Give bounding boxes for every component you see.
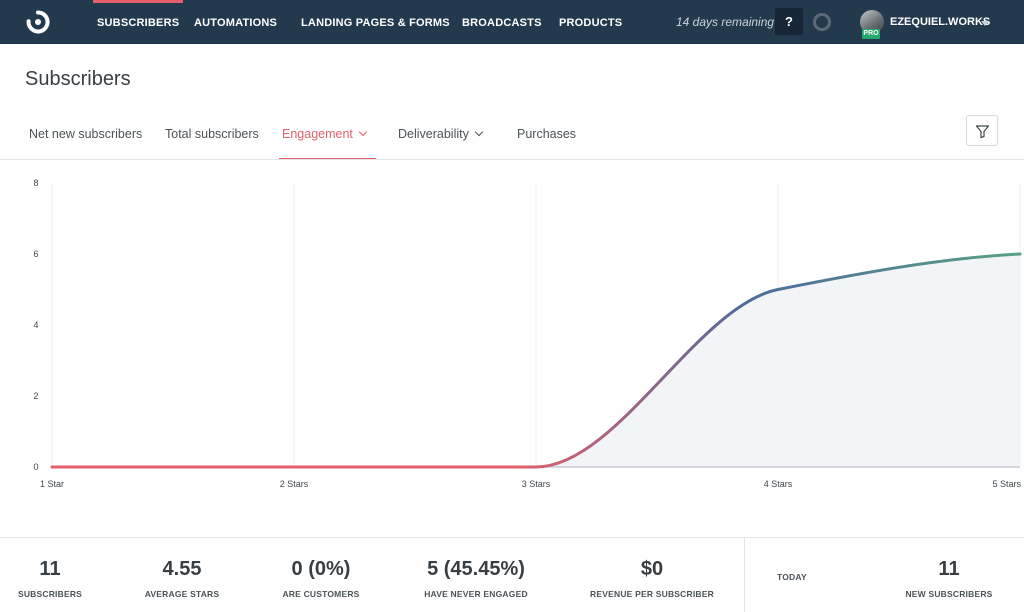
chart-data-point[interactable]	[291, 464, 297, 470]
top-navigation-bar: SUBSCRIBERS AUTOMATIONS LANDING PAGES & …	[0, 0, 1024, 44]
chart-data-point[interactable]	[1017, 251, 1023, 257]
nav-item-landing-pages-forms[interactable]: LANDING PAGES & FORMS	[301, 17, 450, 29]
tab-total-subscribers[interactable]: Total subscribers	[165, 124, 259, 160]
page-title: Subscribers	[25, 68, 131, 90]
chart-data-point[interactable]	[775, 287, 781, 293]
tab-label: Net new subscribers	[29, 127, 143, 141]
today-new-subscribers-value: 11	[938, 558, 960, 580]
tab-label: Deliverability	[398, 127, 469, 141]
tab-net-new-subscribers[interactable]: Net new subscribers	[29, 124, 142, 160]
convertkit-logo-icon[interactable]	[24, 9, 52, 35]
filter-icon	[975, 125, 990, 139]
y-tick-label: 0	[33, 462, 38, 472]
trial-remaining-text[interactable]: 14 days remaining	[676, 15, 775, 29]
y-tick-label: 6	[33, 249, 38, 259]
today-label: TODAY	[777, 572, 807, 582]
x-tick-label: 3 Stars	[522, 479, 551, 489]
chart-area-fill	[52, 254, 1020, 467]
tabs-divider	[0, 159, 1024, 160]
x-tick-label: 1 Star	[40, 479, 64, 489]
chart-series-line	[50, 252, 1022, 469]
stat-average-stars-label: AVERAGE STARS	[144, 589, 220, 599]
tab-label: Engagement	[282, 127, 353, 141]
x-tick-label: 2 Stars	[280, 479, 309, 489]
x-tick-label: 4 Stars	[764, 479, 793, 489]
y-tick-label: 8	[33, 178, 38, 188]
tab-label: Purchases	[517, 127, 577, 141]
stat-revenue-label: REVENUE PER SUBSCRIBER	[590, 589, 714, 599]
help-button[interactable]: ?	[775, 8, 803, 35]
stats-vertical-divider	[744, 538, 745, 612]
nav-item-broadcasts[interactable]: BROADCASTS	[462, 17, 542, 29]
tab-purchases[interactable]: Purchases	[517, 124, 576, 160]
nav-item-subscribers[interactable]: SUBSCRIBERS	[92, 0, 184, 44]
chevron-down-icon	[358, 127, 368, 137]
stat-subscribers-value: 11	[39, 558, 61, 580]
stat-customers-value: 0 (0%)	[291, 558, 351, 580]
loading-ring-icon[interactable]	[813, 13, 831, 31]
stat-average-stars-value: 4.55	[162, 558, 202, 580]
tab-engagement[interactable]: Engagement	[279, 124, 376, 160]
nav-item-automations[interactable]: AUTOMATIONS	[194, 17, 278, 29]
tab-deliverability[interactable]: Deliverability	[398, 124, 484, 160]
tab-label: Total subscribers	[165, 127, 259, 141]
stat-never-engaged-label: HAVE NEVER ENGAGED	[424, 589, 528, 599]
engagement-chart: 0 2 4 6 8 1 Star 2 Stars 3 Stars 4 Stars 5 Stars	[33, 178, 1023, 489]
chevron-down-icon[interactable]	[981, 21, 989, 26]
chart-data-point[interactable]	[533, 464, 539, 470]
filter-button[interactable]	[966, 115, 998, 146]
account-username[interactable]: EZEQUIEL.WORKS	[890, 16, 991, 28]
stats-divider	[0, 537, 1024, 538]
stat-revenue-value: $0	[640, 558, 664, 580]
y-tick-label: 2	[33, 391, 38, 401]
y-tick-label: 4	[33, 320, 38, 330]
today-new-subscribers-label: NEW SUBSCRIBERS	[905, 589, 993, 599]
pro-badge: PRO	[862, 29, 880, 39]
stat-customers-label: ARE CUSTOMERS	[282, 589, 360, 599]
stat-subscribers-label: SUBSCRIBERS	[17, 589, 83, 599]
chevron-down-icon	[474, 127, 484, 137]
stat-never-engaged-value: 5 (45.45%)	[427, 558, 525, 580]
nav-item-products[interactable]: PRODUCTS	[559, 17, 623, 29]
chart-data-point[interactable]	[49, 464, 55, 470]
x-tick-label: 5 Stars	[992, 479, 1021, 489]
